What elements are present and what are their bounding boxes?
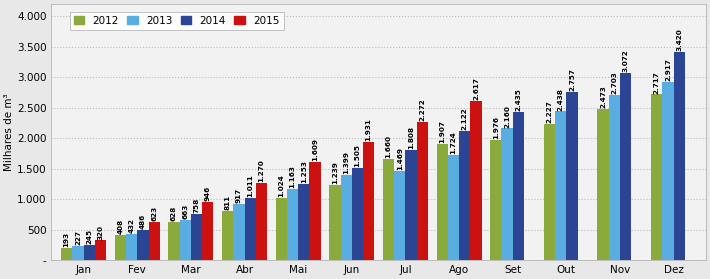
Text: 2.272: 2.272 <box>420 98 425 121</box>
Bar <box>95 240 106 260</box>
Text: 1.011: 1.011 <box>247 175 253 198</box>
Text: 1.907: 1.907 <box>439 120 445 143</box>
Bar <box>459 131 470 260</box>
Bar <box>329 184 341 260</box>
Bar <box>84 245 95 260</box>
Text: 2.160: 2.160 <box>504 105 510 128</box>
Text: 193: 193 <box>64 232 70 247</box>
Bar <box>674 52 685 260</box>
Bar <box>244 198 256 260</box>
Bar <box>490 140 501 260</box>
Bar <box>234 204 244 260</box>
Bar <box>115 235 126 260</box>
Bar <box>202 202 214 260</box>
Bar <box>191 214 202 260</box>
Bar <box>126 234 137 260</box>
Bar <box>405 150 417 260</box>
Text: 227: 227 <box>75 230 81 245</box>
Bar <box>662 82 674 260</box>
Text: 2.227: 2.227 <box>547 101 552 123</box>
Bar <box>651 95 662 260</box>
Text: 2.438: 2.438 <box>558 88 564 110</box>
Text: 432: 432 <box>129 218 135 233</box>
Bar <box>598 109 608 260</box>
Text: 1.808: 1.808 <box>408 126 414 149</box>
Text: 320: 320 <box>97 225 104 240</box>
Bar <box>287 189 298 260</box>
Bar <box>256 183 267 260</box>
Bar <box>620 73 631 260</box>
Text: 2.717: 2.717 <box>654 71 660 93</box>
Text: 1.163: 1.163 <box>290 165 295 188</box>
Text: 758: 758 <box>194 198 200 213</box>
Bar <box>437 144 448 260</box>
Y-axis label: Milhares de m³: Milhares de m³ <box>4 93 14 171</box>
Text: 1.399: 1.399 <box>343 151 349 174</box>
Bar <box>608 95 620 260</box>
Bar <box>501 128 513 260</box>
Bar <box>72 246 84 260</box>
Bar <box>567 92 578 260</box>
Bar <box>448 155 459 260</box>
Bar <box>470 101 481 260</box>
Bar <box>310 162 321 260</box>
Bar <box>513 112 524 260</box>
Bar <box>298 184 310 260</box>
Bar <box>180 220 191 260</box>
Bar <box>341 175 352 260</box>
Text: 623: 623 <box>151 206 157 221</box>
Text: 663: 663 <box>182 203 188 219</box>
Bar <box>363 142 374 260</box>
Text: 917: 917 <box>236 188 242 203</box>
Text: 1.270: 1.270 <box>258 159 264 182</box>
Text: 2.917: 2.917 <box>665 59 671 81</box>
Text: 1.931: 1.931 <box>366 119 372 141</box>
Text: 1.976: 1.976 <box>493 116 499 139</box>
Text: 1.253: 1.253 <box>301 160 307 183</box>
Bar <box>168 222 180 260</box>
Text: 1.724: 1.724 <box>450 131 457 154</box>
Bar <box>61 248 72 260</box>
Text: 486: 486 <box>140 214 146 229</box>
Bar <box>137 230 148 260</box>
Legend: 2012, 2013, 2014, 2015: 2012, 2013, 2014, 2015 <box>70 12 283 30</box>
Bar <box>383 159 394 260</box>
Text: 628: 628 <box>171 206 177 221</box>
Bar <box>352 168 363 260</box>
Text: 245: 245 <box>86 229 92 244</box>
Text: 1.609: 1.609 <box>312 138 318 161</box>
Text: 408: 408 <box>117 219 124 234</box>
Bar <box>544 124 555 260</box>
Text: 1.239: 1.239 <box>332 161 338 184</box>
Bar <box>555 112 567 260</box>
Text: 1.505: 1.505 <box>354 145 361 167</box>
Text: 3.072: 3.072 <box>623 49 628 72</box>
Bar <box>222 211 234 260</box>
Bar <box>275 198 287 260</box>
Text: 1.469: 1.469 <box>397 146 403 170</box>
Text: 1.024: 1.024 <box>278 174 284 197</box>
Text: 2.435: 2.435 <box>515 88 521 111</box>
Text: 2.703: 2.703 <box>611 72 618 94</box>
Bar <box>148 222 160 260</box>
Text: 2.473: 2.473 <box>600 86 606 109</box>
Text: 3.420: 3.420 <box>677 28 682 51</box>
Bar <box>394 170 405 260</box>
Text: 811: 811 <box>224 194 231 210</box>
Text: 946: 946 <box>204 186 211 201</box>
Text: 1.660: 1.660 <box>386 135 391 158</box>
Bar <box>417 122 428 260</box>
Text: 2.617: 2.617 <box>473 77 479 100</box>
Text: 2.757: 2.757 <box>569 68 575 91</box>
Text: 2.122: 2.122 <box>462 107 468 130</box>
